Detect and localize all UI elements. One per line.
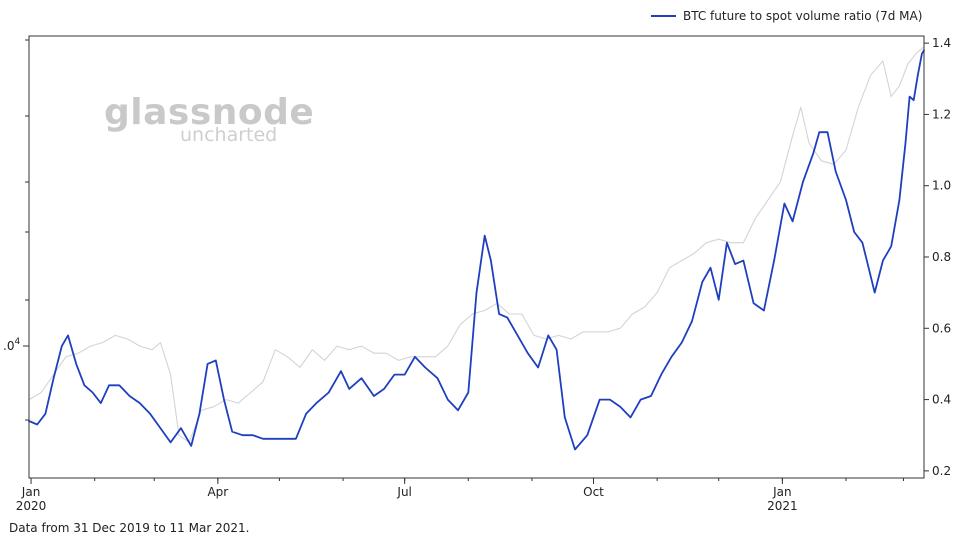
- plot-frame: [28, 35, 925, 479]
- right-axis-tick-label: 1.0: [932, 179, 951, 193]
- series-layer: [28, 46, 925, 451]
- right-axis-tick-label: 1.4: [932, 36, 951, 50]
- right-axis-tick-label: 0.8: [932, 250, 951, 264]
- right-axis-tick-label: 0.2: [932, 464, 951, 478]
- right-axis-tick-label: 1.2: [932, 107, 951, 121]
- x-axis-tick-label: Jul: [396, 485, 411, 499]
- x-axis-tick-year-label: 2020: [16, 499, 47, 513]
- x-axis-tick-label: Jan: [772, 485, 792, 499]
- x-axis-tick-label: Jan: [21, 485, 41, 499]
- line-chart: glassnode uncharted .04 0.2 0.4 0.6 0.8 1.0 1.…: [3, 9, 951, 513]
- right-axis-tick-label: 0.6: [932, 321, 951, 335]
- x-axis-tick-label: Oct: [583, 485, 604, 499]
- x-axis-tick-label: Apr: [207, 485, 228, 499]
- left-axis-tick-label: .04: [3, 337, 20, 353]
- watermark-line2: uncharted: [180, 124, 277, 146]
- legend: BTC future to spot volume ratio (7d MA): [651, 9, 922, 23]
- watermark-line1: glassnode: [104, 92, 314, 133]
- series-line-secondary: [28, 46, 925, 443]
- data-range-footnote: Data from 31 Dec 2019 to 11 Mar 2021.: [9, 521, 250, 535]
- right-axis-tick-label: 0.4: [932, 393, 951, 407]
- x-axis-tick-year-label: 2021: [767, 499, 798, 513]
- legend-label: BTC future to spot volume ratio (7d MA): [683, 9, 922, 23]
- series-line-future-spot-ratio: [28, 49, 925, 451]
- watermark-logo: glassnode uncharted: [104, 92, 314, 146]
